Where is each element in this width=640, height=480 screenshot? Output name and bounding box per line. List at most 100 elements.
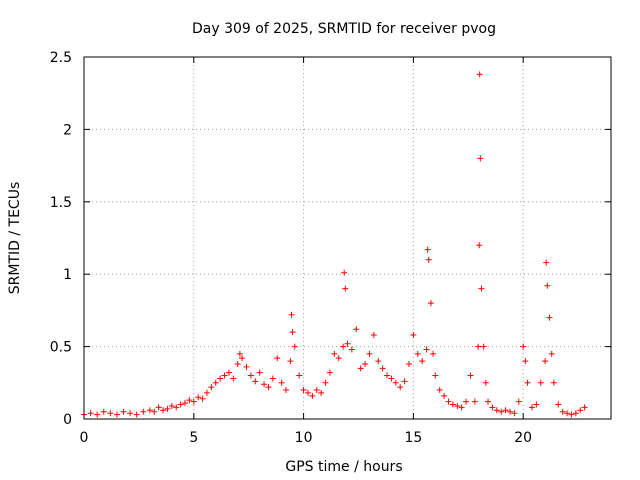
data-point: [287, 358, 294, 365]
grid-lines: [84, 57, 611, 419]
data-point: [335, 355, 342, 362]
data-point: [100, 408, 107, 415]
data-point: [278, 379, 285, 386]
data-point: [362, 360, 369, 367]
data-point: [190, 398, 197, 405]
data-point: [379, 365, 386, 372]
data-point: [537, 379, 544, 386]
data-point: [425, 256, 432, 263]
data-point: [164, 405, 171, 412]
data-point: [475, 343, 482, 350]
data-point: [542, 358, 549, 365]
data-point: [160, 407, 167, 414]
data-point: [353, 326, 360, 333]
data-point: [120, 408, 127, 415]
x-axis-label: GPS time / hours: [285, 459, 402, 475]
data-point: [357, 365, 364, 372]
data-point: [230, 375, 237, 382]
data-point: [572, 410, 579, 417]
data-point: [236, 350, 243, 357]
data-point: [485, 398, 492, 405]
data-point: [344, 340, 351, 347]
data-point: [256, 369, 263, 376]
data-point: [427, 300, 434, 307]
data-point: [498, 408, 505, 415]
data-point: [203, 389, 210, 396]
data-point: [140, 408, 147, 415]
data-point: [265, 384, 272, 391]
data-point: [449, 401, 456, 408]
data-point: [274, 355, 281, 362]
data-point: [546, 314, 553, 321]
data-point: [502, 407, 509, 414]
data-point: [471, 398, 478, 405]
data-point: [458, 404, 465, 411]
data-point: [326, 369, 333, 376]
data-point: [340, 343, 347, 350]
data-point: [208, 384, 215, 391]
y-tick-label: 2.5: [50, 50, 72, 66]
data-point: [410, 332, 417, 339]
data-point: [127, 410, 134, 417]
data-point: [296, 372, 303, 379]
data-point: [384, 372, 391, 379]
data-point: [544, 282, 551, 289]
data-point: [548, 350, 555, 357]
data-point: [342, 285, 349, 292]
data-point: [225, 369, 232, 376]
data-point: [247, 372, 254, 379]
data-point: [543, 259, 550, 266]
y-tick-label: 0: [63, 412, 72, 428]
data-point: [173, 404, 180, 411]
data-point: [467, 372, 474, 379]
data-point: [477, 155, 484, 162]
data-point: [107, 410, 114, 417]
data-point: [476, 242, 483, 249]
data-point: [291, 343, 298, 350]
data-point: [318, 389, 325, 396]
data-point: [430, 350, 437, 357]
data-point: [489, 404, 496, 411]
data-point: [520, 343, 527, 350]
data-point: [113, 411, 120, 418]
data-point: [155, 404, 162, 411]
data-point: [234, 360, 241, 367]
data-point: [397, 384, 404, 391]
data-point: [419, 358, 426, 365]
data-point: [515, 398, 522, 405]
data-point: [304, 389, 311, 396]
data-point: [289, 329, 296, 336]
data-point: [414, 350, 421, 357]
data-point: [313, 387, 320, 394]
data-point: [252, 378, 259, 385]
x-tick-label: 20: [514, 430, 532, 446]
data-point: [348, 346, 355, 353]
data-point: [239, 355, 246, 362]
data-point: [322, 379, 329, 386]
data-point: [423, 346, 430, 353]
data-point: [424, 246, 431, 253]
data-point: [177, 401, 184, 408]
data-point: [528, 404, 535, 411]
data-point: [212, 379, 219, 386]
data-point: [269, 375, 276, 382]
data-point: [261, 381, 268, 388]
data-point: [309, 392, 316, 399]
data-point: [478, 285, 485, 292]
data-point: [388, 375, 395, 382]
data-point: [133, 411, 140, 418]
x-tick-label: 5: [189, 430, 198, 446]
data-points: [81, 71, 588, 418]
data-point: [375, 358, 382, 365]
data-point: [564, 410, 571, 417]
data-point: [555, 401, 562, 408]
data-point: [288, 311, 295, 318]
y-tick-label: 2: [63, 122, 72, 138]
data-point: [146, 407, 153, 414]
data-point: [550, 379, 557, 386]
data-point: [392, 379, 399, 386]
data-point: [186, 397, 193, 404]
data-point: [445, 398, 452, 405]
data-point: [441, 392, 448, 399]
